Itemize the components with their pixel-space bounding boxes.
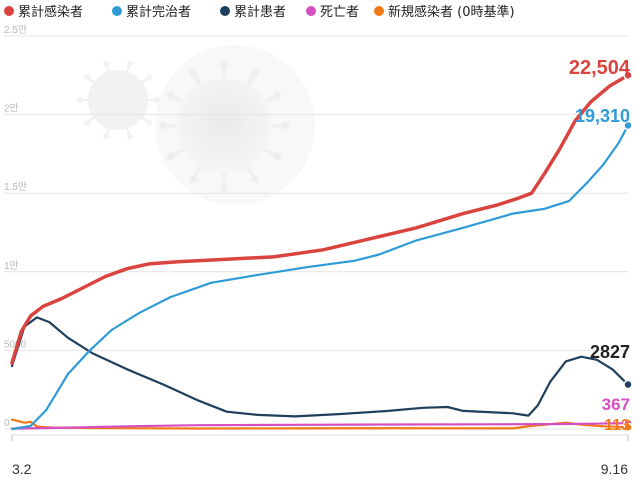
legend-label: 累計完治者 [126,4,191,20]
series-line [10,422,630,430]
end-marker [623,422,633,432]
series-end-label: 113 [604,417,630,434]
legend-item: 新規感染者 (0時基準) [374,4,515,20]
y-tick-label: 1만 [4,260,19,272]
y-axis-ticks: 0 5000 1만 1.5만 2만 2.5만 [4,24,27,429]
legend-swatch [306,6,316,16]
series-end-label: 367 [602,395,630,414]
end-marker [623,120,633,131]
legend-item: 累計完治者 [112,4,191,20]
y-tick-label: 2.5만 [4,24,27,36]
legend-item: 死亡者 [306,5,359,20]
legend-label: 累計感染者 [18,4,83,20]
legend-swatch [374,6,384,16]
series-line [10,316,630,418]
legend-swatch [112,6,122,16]
legend-label: 死亡者 [320,5,359,20]
y-tick-label: 1.5만 [4,181,27,193]
x-tick-label: 3.2 [12,461,32,477]
series-line [10,124,630,431]
end-labels: 22,504 19,310 2827 367 113 [569,57,633,434]
virus-background-icon [76,45,315,205]
series-lines [10,73,630,431]
end-marker [623,379,633,390]
legend-swatch [220,6,230,16]
series-end-label: 19,310 [575,106,630,126]
legend-label: 累計患者 [234,4,286,20]
x-tick-label: 9.16 [601,461,628,477]
y-tick-label: 5000 [4,339,27,350]
legend-swatch [4,6,14,16]
series-end-label: 22,504 [569,57,631,79]
y-tick-label: 0 [4,418,10,429]
series-end-label: 2827 [590,342,630,362]
end-marker [623,70,633,80]
x-axis-ticks: 3.2 9.16 [11,434,629,477]
y-tick-label: 2만 [4,103,19,115]
legend-item: 累計感染者 [4,4,83,20]
legend-label: 新規感染者 (0時基準) [388,4,515,20]
legend: 累計感染者 累計完治者 累計患者 死亡者 新規感染者 (0時基準) [4,4,515,20]
legend-item: 累計患者 [220,4,286,20]
series-line [10,73,630,365]
